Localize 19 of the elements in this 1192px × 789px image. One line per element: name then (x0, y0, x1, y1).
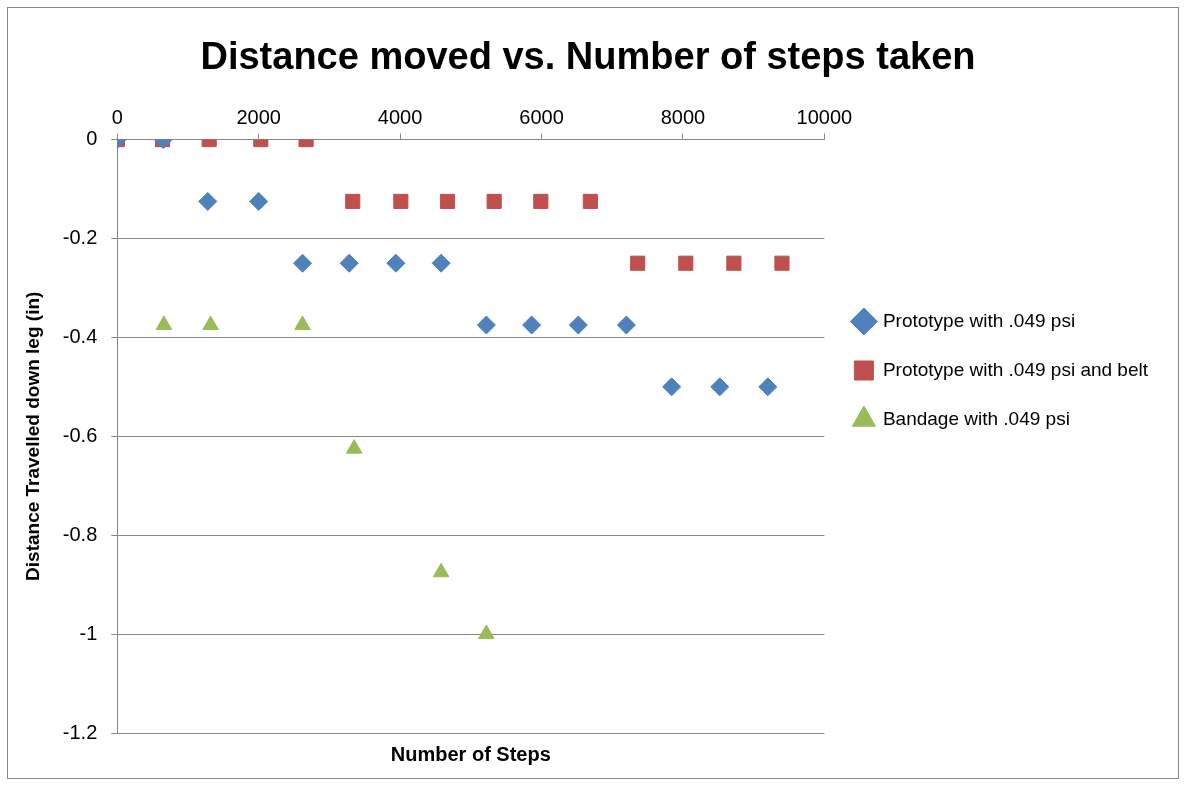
legend-label: Prototype with .049 psi (882, 309, 1076, 331)
x-tick-label: 8000 (660, 106, 706, 129)
legend-label: Prototype with .049 psi and belt (882, 358, 1149, 380)
x-tick-label: 10000 (796, 106, 853, 129)
x-tick-label: 4000 (377, 106, 423, 129)
x-axis-title: Number of Steps (390, 742, 551, 765)
y-axis-title: Distance Travelled down leg (in) (21, 291, 43, 581)
y-tick-label: -0.6 (62, 423, 98, 446)
chart-title: Distance moved vs. Number of steps taken (200, 35, 976, 78)
y-tick-label: -0.2 (62, 226, 98, 249)
x-tick-label: 0 (111, 106, 123, 129)
x-tick-label: 6000 (519, 106, 564, 129)
y-tick-label: -0.4 (62, 324, 98, 347)
y-tick-label: -0.8 (62, 522, 98, 545)
y-tick-label: 0 (86, 127, 98, 150)
legend-label: Bandage with .049 psi (882, 407, 1070, 429)
x-tick-label: 2000 (236, 106, 281, 129)
y-tick-label: -1 (79, 621, 98, 644)
y-tick-label: -1.2 (62, 720, 98, 743)
